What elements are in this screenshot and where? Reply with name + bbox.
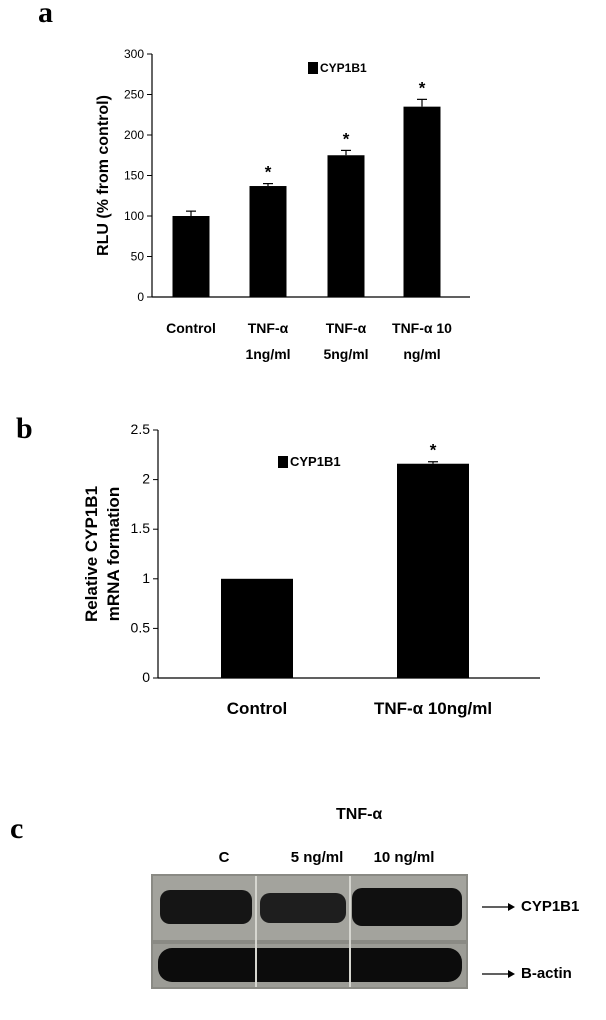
bar — [397, 463, 469, 678]
y-tick-label: 2 — [142, 471, 150, 487]
x-category-label: ng/ml — [403, 346, 440, 362]
bar — [327, 155, 365, 297]
y-tick-label: 0.5 — [131, 619, 151, 635]
bar — [221, 578, 293, 678]
chart-b: 0 0.5 1 1.5 2 2.5 Relative CYP1B1 mRNA formatio… — [82, 421, 540, 718]
blot-arrow-head — [508, 903, 515, 911]
x-category-label: TNF-α — [326, 320, 367, 336]
blot-band — [160, 890, 252, 924]
bar — [172, 216, 210, 297]
bar — [403, 106, 441, 298]
blot-lane-label: 10 ng/ml — [374, 849, 435, 866]
blot-row-label: B-actin — [521, 965, 572, 982]
legend-swatch — [308, 62, 318, 74]
blot-lane-label: 5 ng/ml — [291, 849, 344, 866]
y-tick-label: 1 — [142, 570, 150, 586]
western-blot: C 5 ng/ml 10 ng/ml CYP1B1 B-actin — [151, 849, 579, 989]
y-tick-label: 200 — [124, 128, 144, 142]
blot-band — [158, 948, 462, 982]
blot-row-label: CYP1B1 — [521, 898, 579, 915]
x-category-label: Control — [227, 699, 287, 718]
y-tick-label: 0 — [142, 669, 150, 685]
y-tick-label: 100 — [124, 209, 144, 223]
panel-label-a: a — [38, 0, 53, 29]
blot-arrow-head — [508, 970, 515, 978]
y-tick-label: 1.5 — [131, 520, 151, 536]
y-tick-label: 300 — [124, 47, 144, 61]
x-category-label: 1ng/ml — [245, 346, 290, 362]
x-category-label: TNF-α — [248, 320, 289, 336]
panel-label-b: b — [16, 412, 33, 445]
y-tick-label: 250 — [124, 88, 144, 102]
significance-marker: * — [430, 441, 437, 460]
legend-label: CYP1B1 — [320, 61, 367, 75]
y-axis-label: mRNA formation — [104, 487, 123, 621]
x-category-label: TNF-α 10ng/ml — [374, 699, 492, 718]
significance-marker: * — [419, 78, 426, 97]
x-category-label: TNF-α 10 — [392, 320, 452, 336]
bar — [249, 186, 287, 297]
y-axis-label: RLU (% from control) — [95, 95, 112, 256]
y-tick-label: 150 — [124, 169, 144, 183]
blot-band — [352, 888, 462, 926]
legend-swatch — [278, 456, 288, 468]
x-category-label: Control — [166, 320, 216, 336]
significance-marker: * — [343, 129, 350, 148]
y-tick-label: 0 — [137, 290, 144, 304]
blot-band — [260, 893, 346, 923]
panel-label-c: c — [10, 812, 24, 845]
blot-treatment-label: TNF-α — [336, 806, 383, 823]
y-tick-label: 2.5 — [131, 421, 151, 437]
blot-lane-label: C — [219, 849, 230, 866]
x-category-label: 5ng/ml — [323, 346, 368, 362]
legend-label: CYP1B1 — [290, 454, 341, 469]
y-axis-label: Relative CYP1B1 — [82, 486, 101, 622]
significance-marker: * — [265, 163, 272, 182]
chart-a: 0 50 100 150 200 250 300 RLU (% from control) Co… — [95, 47, 470, 362]
y-tick-label: 50 — [131, 250, 145, 264]
